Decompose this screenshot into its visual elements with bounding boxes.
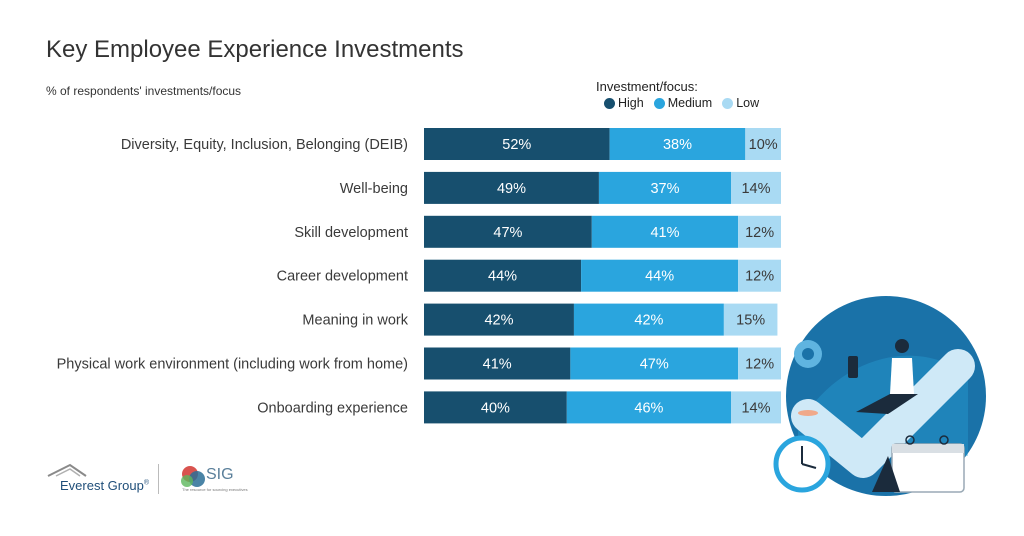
data-label-high-onboarding-experience: 40% <box>481 400 510 416</box>
legend-title: Investment/focus: <box>596 79 698 94</box>
legend-item-low: Low <box>722 96 759 110</box>
data-label-medium-meaning-in-work: 42% <box>634 313 663 329</box>
everest-group-name: Everest Group® <box>60 478 149 493</box>
bar-medium-onboarding-experience <box>566 391 732 424</box>
bar-low-diversity-equity-inclusion-belonging-deib <box>745 128 781 160</box>
data-label-medium-onboarding-experience: 46% <box>634 400 663 416</box>
bar-high-onboarding-experience <box>424 391 567 424</box>
bar-medium-career-development <box>581 259 739 292</box>
data-label-high-diversity-equity-inclusion-belonging-deib: 52% <box>502 137 531 153</box>
sig-logo <box>181 466 205 487</box>
data-label-medium-skill-development: 41% <box>650 225 679 241</box>
bar-low-well-being <box>731 171 781 204</box>
calendar-icon <box>872 435 965 493</box>
data-label-medium-well-being: 37% <box>650 181 679 197</box>
gear-icon <box>794 340 822 368</box>
data-label-low-onboarding-experience: 14% <box>741 400 770 416</box>
bar-high-diversity-equity-inclusion-belonging-deib <box>424 128 610 160</box>
data-label-low-meaning-in-work: 15% <box>736 313 765 329</box>
bar-medium-diversity-equity-inclusion-belonging-deib <box>609 128 746 160</box>
data-label-medium-diversity-equity-inclusion-belonging-deib: 38% <box>663 137 692 153</box>
legend-dot-high <box>604 97 615 109</box>
data-label-high-well-being: 49% <box>497 181 526 197</box>
data-label-low-physical-work-environment-including-work-from-home: 12% <box>745 357 774 373</box>
bar-medium-well-being <box>598 171 732 204</box>
legend-label-low: Low <box>736 96 760 110</box>
bar-medium-physical-work-environment-including-work-from-home <box>570 347 739 380</box>
bar-high-physical-work-environment-including-work-from-home <box>424 347 571 380</box>
employee-illustration <box>773 296 986 496</box>
legend: High Medium Low <box>604 96 759 110</box>
data-label-high-career-development: 44% <box>488 269 517 285</box>
legend-item-high: High <box>604 96 644 110</box>
logo-divider <box>158 464 159 494</box>
category-label-skill-development: Skill development <box>294 225 408 241</box>
data-label-low-career-development: 12% <box>745 269 774 285</box>
data-label-high-physical-work-environment-including-work-from-home: 41% <box>483 357 512 373</box>
data-label-medium-career-development: 44% <box>645 269 674 285</box>
chart-title: Key Employee Experience Investments <box>46 36 464 63</box>
bar-low-onboarding-experience <box>731 391 781 424</box>
category-label-career-development: Career development <box>277 269 408 285</box>
category-label-meaning-in-work: Meaning in work <box>302 313 408 329</box>
legend-dot-medium <box>653 97 665 109</box>
chart-subtitle: % of respondents' investments/focus <box>46 84 242 98</box>
clock-icon <box>773 435 831 493</box>
person-icon <box>798 339 918 416</box>
bar-low-skill-development <box>738 215 781 248</box>
everest-group-logo <box>47 463 87 477</box>
category-label-physical-work-environment-including-work-from-home: Physical work environment (including wor… <box>57 357 408 373</box>
sig-name: SIG <box>206 466 234 483</box>
bar-high-skill-development <box>424 215 592 248</box>
bar-high-career-development <box>424 259 582 292</box>
bar-low-physical-work-environment-including-work-from-home <box>738 347 781 380</box>
bar-low-meaning-in-work <box>723 303 778 336</box>
legend-label-medium: Medium <box>667 96 713 110</box>
bar-high-meaning-in-work <box>424 303 574 336</box>
checkmark-icon <box>791 349 975 478</box>
category-label-diversity-equity-inclusion-belonging-deib: Diversity, Equity, Inclusion, Belonging … <box>121 137 408 153</box>
sig-tagline: The resource for sourcing executives <box>182 487 248 492</box>
legend-dot-low <box>722 97 734 109</box>
data-label-high-skill-development: 47% <box>493 225 522 241</box>
bar-medium-skill-development <box>591 215 739 248</box>
data-label-medium-physical-work-environment-including-work-from-home: 47% <box>640 357 669 373</box>
bar-high-well-being <box>424 171 599 204</box>
bar-medium-meaning-in-work <box>573 303 724 336</box>
legend-label-high: High <box>618 96 644 110</box>
legend-item-medium: Medium <box>653 96 713 110</box>
category-label-well-being: Well-being <box>340 181 408 197</box>
data-label-low-diversity-equity-inclusion-belonging-deib: 10% <box>749 137 778 153</box>
data-label-high-meaning-in-work: 42% <box>484 313 513 329</box>
category-label-onboarding-experience: Onboarding experience <box>257 400 408 416</box>
data-label-low-skill-development: 12% <box>745 225 774 241</box>
data-label-low-well-being: 14% <box>741 181 770 197</box>
bar-low-career-development <box>738 259 781 292</box>
